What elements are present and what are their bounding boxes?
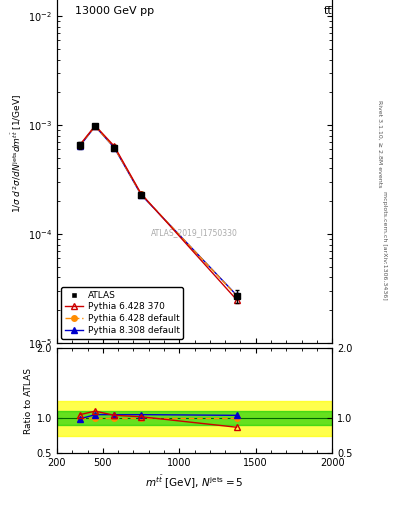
Text: tt̅: tt̅ [323,6,332,16]
Legend: ATLAS, Pythia 6.428 370, Pythia 6.428 default, Pythia 8.308 default: ATLAS, Pythia 6.428 370, Pythia 6.428 de… [61,287,183,338]
Text: mcplots.cern.ch [arXiv:1306.3436]: mcplots.cern.ch [arXiv:1306.3436] [382,191,387,300]
Y-axis label: Ratio to ATLAS: Ratio to ATLAS [24,368,33,434]
Text: ATLAS_2019_I1750330: ATLAS_2019_I1750330 [151,228,238,237]
Text: Rivet 3.1.10, ≥ 2.8M events: Rivet 3.1.10, ≥ 2.8M events [377,100,382,187]
X-axis label: $m^{t\bar{t}}$ [GeV], $N^\mathsf{jets}=5$: $m^{t\bar{t}}$ [GeV], $N^\mathsf{jets}=5… [145,474,244,490]
Y-axis label: $1/\sigma\;d^2\sigma/dN^\mathsf{jets}dm^{t\bar{t}}\;[\mathsf{1/GeV}]$: $1/\sigma\;d^2\sigma/dN^\mathsf{jets}dm^… [9,94,24,213]
Text: 13000 GeV pp: 13000 GeV pp [75,6,154,16]
Bar [57,411,332,425]
Bar [57,400,332,436]
